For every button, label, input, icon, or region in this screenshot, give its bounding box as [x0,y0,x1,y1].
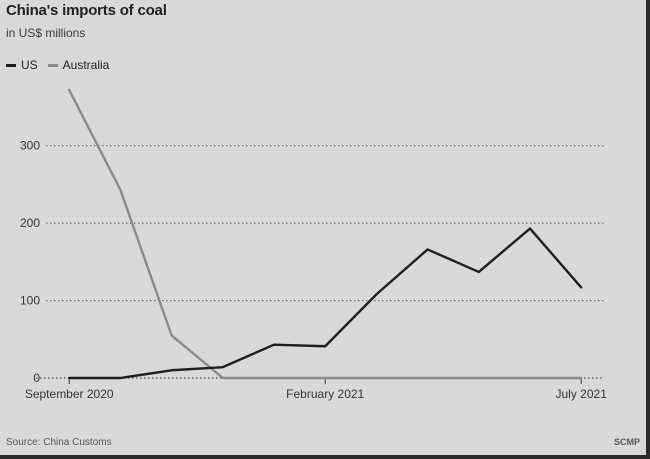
legend-label-australia: Australia [62,58,110,72]
chart-title: China's imports of coal [6,2,167,19]
publisher-credit: SCMP [613,437,640,447]
series-line-us [67,227,583,380]
legend-swatch-australia [47,63,58,67]
chart-subtitle: in US$ millions [6,26,86,40]
x-tick-label-6: February 2021 [286,387,364,401]
x-tick-label-11: July 2021 [556,387,608,401]
series-line-australia [67,88,583,380]
legend-label-us: US [21,58,38,72]
x-tick-label-1: September 2020 [25,387,114,401]
y-tick-label-300: 300 [20,139,40,153]
source-note: Source: China Customs [6,437,112,448]
legend-item-us: US [6,58,38,72]
legend-item-australia: Australia [47,58,110,72]
legend: US Australia [6,58,119,72]
y-tick-label-100: 100 [20,294,40,308]
y-tick-label-200: 200 [20,216,40,230]
legend-swatch-us [6,63,16,67]
